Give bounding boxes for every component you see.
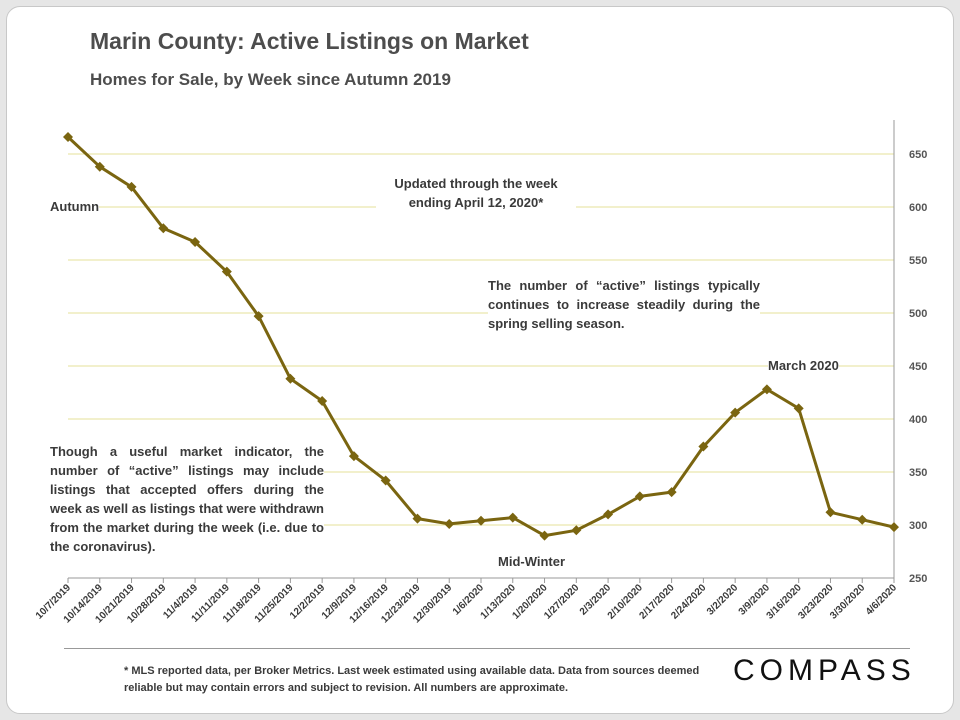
y-tick-label: 250: [909, 573, 927, 585]
data-point: [507, 512, 518, 523]
data-point: [857, 514, 868, 525]
data-point: [317, 395, 328, 406]
y-tick-label: 400: [909, 414, 927, 426]
y-tick-label: 550: [909, 255, 927, 267]
chart-subtitle: Homes for Sale, by Week since Autumn 201…: [90, 70, 451, 89]
data-point: [412, 513, 423, 524]
footnote: * MLS reported data, per Broker Metrics.…: [124, 665, 700, 694]
data-point: [94, 161, 105, 172]
data-point: [539, 530, 550, 541]
x-axis: [67, 120, 895, 583]
data-point: [793, 403, 804, 414]
data-point: [476, 515, 486, 526]
y-tick-label: 350: [909, 467, 927, 479]
data-point: [603, 509, 614, 520]
data-point: [285, 373, 296, 384]
march-2020-label: March 2020: [768, 358, 839, 373]
series-active-listings: [63, 132, 899, 541]
data-point: [666, 487, 677, 498]
data-point: [380, 475, 391, 486]
data-point: [761, 384, 772, 395]
data-point: [698, 441, 709, 452]
data-point: [348, 451, 359, 462]
x-tick-label: 2/24/2020: [669, 582, 709, 622]
data-point: [825, 507, 836, 518]
autumn-label: Autumn: [50, 199, 100, 214]
compass-logo: COMPASS: [733, 654, 916, 687]
x-tick-label: 4/6/2020: [864, 582, 900, 618]
y-tick-label: 650: [909, 149, 927, 161]
chart-title: Marin County: Active Listings on Market: [90, 28, 529, 54]
y-tick-label: 450: [909, 361, 927, 373]
data-point: [889, 522, 899, 533]
data-point: [158, 223, 169, 234]
data-point: [444, 518, 455, 529]
data-point: [190, 236, 201, 247]
spring-note: The number of “active” listings typicall…: [488, 276, 760, 333]
y-tick-label: 500: [909, 308, 927, 320]
x-tick-label: 3/2/2020: [705, 582, 741, 618]
x-tick-label: 3/30/2020: [828, 582, 868, 622]
updated-note: Updated through the week ending April 12…: [376, 174, 576, 212]
data-point: [63, 132, 73, 143]
indicator-note: Though a useful market indicator, the nu…: [50, 442, 324, 556]
y-tick-label: 600: [909, 202, 927, 214]
x-tick-labels: 10/7/201910/14/201910/21/201910/28/20191…: [34, 582, 900, 625]
data-point: [571, 525, 582, 536]
mid-winter-label: Mid-Winter: [498, 554, 566, 569]
footer-divider: [64, 648, 910, 649]
y-axis: 250 300 350 400 450 500 550 600 650: [909, 149, 927, 585]
data-point: [126, 181, 137, 192]
data-point: [730, 407, 741, 418]
y-tick-label: 300: [909, 520, 927, 532]
data-point: [634, 491, 645, 502]
data-point: [221, 266, 232, 277]
data-point: [253, 311, 264, 322]
x-tick-label: 1/27/2020: [542, 582, 582, 622]
